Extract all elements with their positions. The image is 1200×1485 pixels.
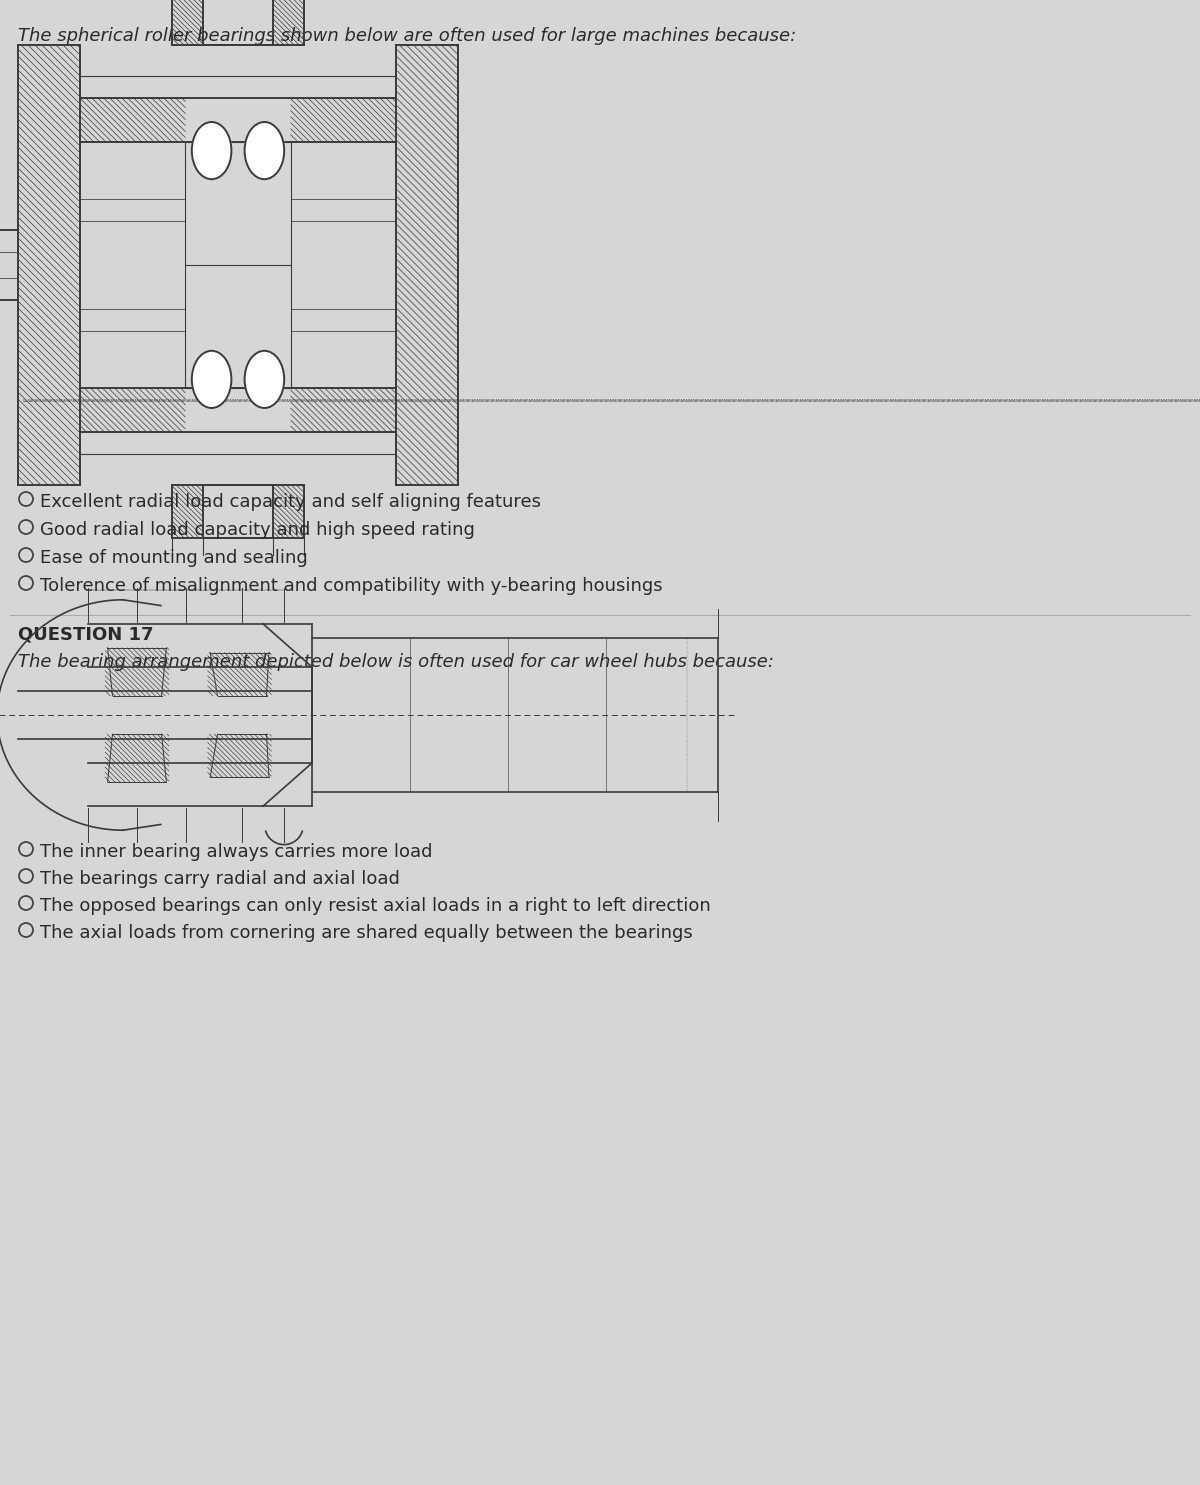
Text: Excellent radial load capacity and self aligning features: Excellent radial load capacity and self … [40,493,541,511]
Text: The opposed bearings can only resist axial loads in a right to left direction: The opposed bearings can only resist axi… [40,897,710,915]
Text: The spherical roller bearings shown below are often used for large machines beca: The spherical roller bearings shown belo… [18,27,797,45]
Text: The bearings carry radial and axial load: The bearings carry radial and axial load [40,870,400,888]
Text: The bearing arrangement depicted below is often used for car wheel hubs because:: The bearing arrangement depicted below i… [18,653,774,671]
Text: QUESTION 17: QUESTION 17 [18,625,154,643]
Ellipse shape [192,122,232,180]
Text: Good radial load capacity and high speed rating: Good radial load capacity and high speed… [40,521,475,539]
Text: D►RARARARARARARARARARARARARARARARARARARARARARARARARARARARARARARARARARARARARARARA: D►RARARARARARARARARARARARARARARARARARARA… [23,399,1200,404]
Text: The axial loads from cornering are shared equally between the bearings: The axial loads from cornering are share… [40,924,692,941]
Ellipse shape [245,122,284,180]
Text: Tolerence of misalignment and compatibility with y-bearing housings: Tolerence of misalignment and compatibil… [40,578,662,595]
Text: The inner bearing always carries more load: The inner bearing always carries more lo… [40,843,432,861]
Ellipse shape [245,350,284,408]
Ellipse shape [192,350,232,408]
Text: Ease of mounting and sealing: Ease of mounting and sealing [40,549,307,567]
